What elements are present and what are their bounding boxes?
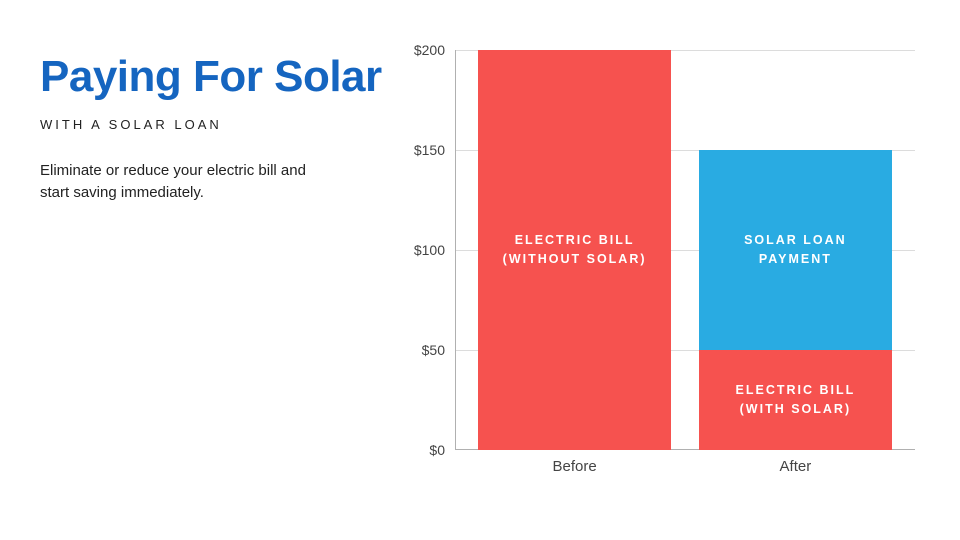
page-title: Paying For Solar [40, 55, 400, 99]
chart-bar-segment-label: ELECTRIC BILL (WITHOUT SOLAR) [490, 231, 659, 269]
chart-bar-segment: SOLAR LOAN PAYMENT [699, 150, 892, 350]
chart-bar-segment-label: SOLAR LOAN PAYMENT [711, 231, 880, 269]
chart-bar-segment-label: ELECTRIC BILL (WITH SOLAR) [711, 381, 880, 419]
chart-x-tick-label: After [699, 458, 892, 475]
page-subtitle: WITH A SOLAR LOAN [40, 117, 400, 132]
chart-y-tick-label: $150 [395, 142, 445, 158]
chart-bar: ELECTRIC BILL (WITH SOLAR) SOLAR LOAN PAY… [699, 150, 892, 450]
chart-x-tick-label: Before [478, 458, 671, 475]
chart-y-tick-label: $100 [395, 242, 445, 258]
chart-y-tick-label: $50 [395, 342, 445, 358]
chart-y-tick-label: $200 [395, 42, 445, 58]
chart-bar-segment: ELECTRIC BILL (WITH SOLAR) [699, 350, 892, 450]
chart-bar: ELECTRIC BILL (WITHOUT SOLAR) [478, 50, 671, 450]
page: Paying For Solar WITH A SOLAR LOAN Elimi… [0, 0, 960, 540]
chart-y-tick-label: $0 [395, 442, 445, 458]
chart-plot-area: $0$50$100$150$200ELECTRIC BILL (WITHOUT … [455, 50, 915, 450]
chart-y-axis [455, 50, 456, 450]
cost-chart: $0 $50 $100 $150 $200 ELECTRIC BILL (WITHOUT … [395, 40, 925, 500]
page-description: Eliminate or reduce your electric bill a… [40, 160, 320, 204]
chart-bar-segment: ELECTRIC BILL (WITHOUT SOLAR) [478, 50, 671, 450]
left-panel: Paying For Solar WITH A SOLAR LOAN Elimi… [40, 55, 400, 204]
